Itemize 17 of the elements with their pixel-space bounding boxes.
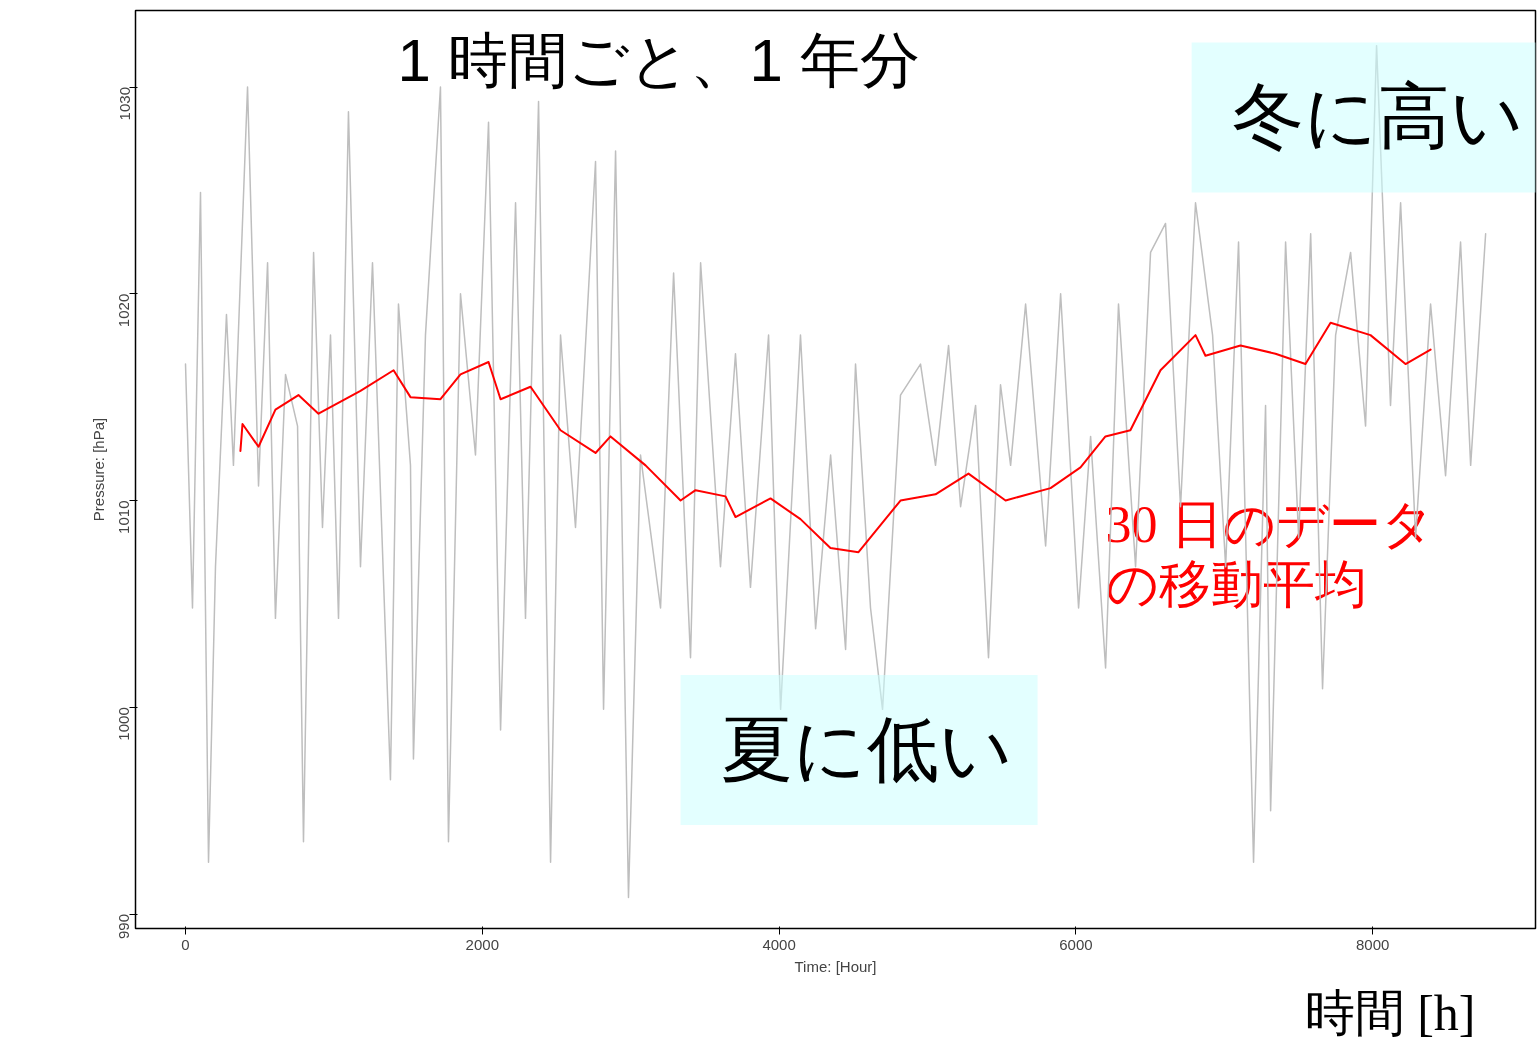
- y-tick-label: 990: [115, 914, 133, 940]
- annotation: 冬に高い: [1231, 77, 1524, 158]
- y-axis-title: Pressure: [hPa]: [89, 417, 107, 522]
- x-tick-label: 8000: [1356, 935, 1390, 953]
- x-axis-title: Time: [Hour]: [794, 957, 877, 975]
- y-tick-label: 1020: [115, 293, 133, 328]
- annotation: 夏に低い: [720, 710, 1013, 791]
- y-tick-label: 1000: [115, 707, 133, 741]
- x-tick-label: 2000: [465, 935, 499, 953]
- chart-title: 1 時間ごと、1 年分: [397, 27, 920, 95]
- y-tick-label: 1010: [115, 500, 133, 534]
- text: 時間 [h]: [1304, 984, 1476, 1041]
- y-tick-label: 1030: [115, 86, 133, 121]
- series-label: 30 日のデータの移動平均: [1105, 496, 1434, 614]
- x-tick-label: 6000: [1059, 935, 1093, 953]
- x-tick-label: 4000: [762, 935, 796, 953]
- x-tick-label: 0: [181, 935, 190, 953]
